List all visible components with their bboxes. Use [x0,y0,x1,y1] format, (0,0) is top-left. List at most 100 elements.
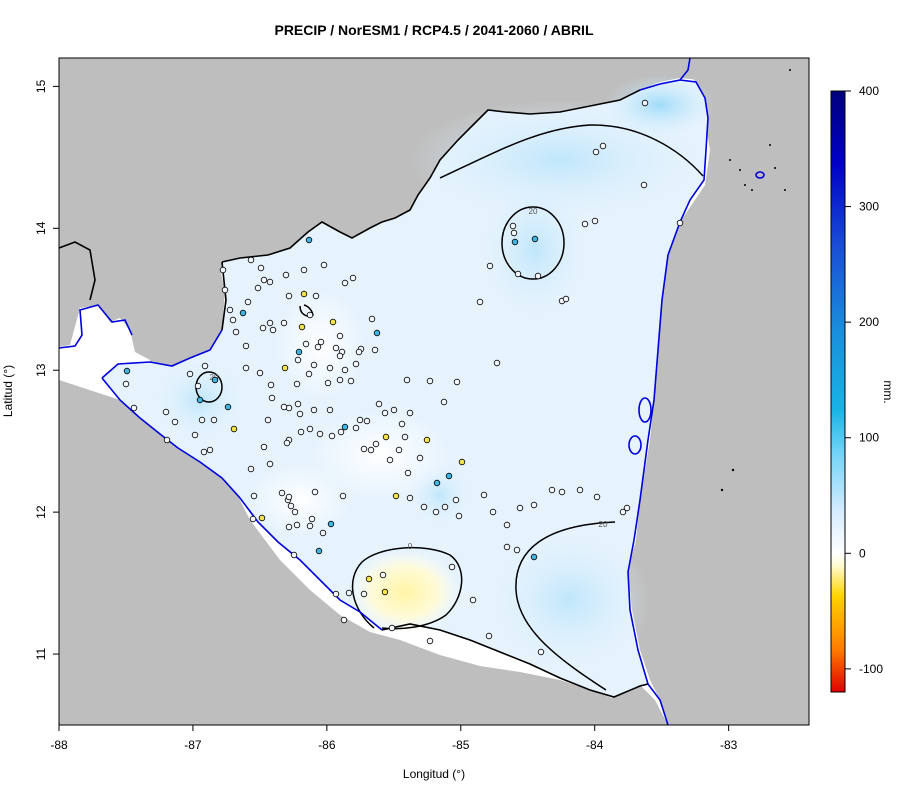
station-marker [311,488,319,496]
station-marker [336,332,344,340]
station-marker [224,403,232,411]
contour-label: 20 [529,207,538,216]
station-marker [290,551,298,559]
station-marker [316,430,324,438]
station-marker [257,264,265,272]
station-marker [266,319,274,327]
station-marker [310,406,318,414]
station-marker [406,494,414,502]
colorbar-tick-label: 0 [859,546,866,560]
x-axis-label: Longitud (°) [403,767,465,781]
y-axis: 11 12 13 14 15 [34,79,59,660]
station-marker [548,486,556,494]
colorbar-tick-label: 200 [859,315,879,329]
station-marker [201,362,209,370]
station-marker [295,348,303,356]
station-marker [406,409,414,417]
contour-label: 20 [599,520,608,529]
station-marker [239,309,247,317]
x-tick-label: -87 [184,738,202,752]
station-marker [163,436,171,444]
contour-north-east [439,124,704,179]
station-marker [256,369,264,377]
station-marker [266,460,274,468]
contour-lines [195,124,704,691]
station-marker [198,416,206,424]
station-marker [576,486,584,494]
contour-south-east [515,521,616,691]
station-marker [266,278,274,286]
station-marker [293,380,301,388]
station-marker [493,359,501,367]
x-tick-label: -86 [318,738,336,752]
station-marker [420,503,428,511]
station-marker [332,344,340,352]
station-marker [360,590,368,598]
colorbar-tick-label: 300 [859,200,879,214]
station-marker [347,377,355,385]
station-marker [258,514,266,522]
station-marker [352,360,360,368]
station-marker [122,380,130,388]
y-axis-label: Latitud (°) [1,365,15,417]
station-marker [489,508,497,516]
station-marker [280,319,288,327]
political-borders [59,89,649,698]
station-marker [676,219,684,227]
station-marker [305,370,313,378]
station-marker [191,431,199,439]
station-marker [319,529,327,537]
station-marker [392,492,400,500]
station-markers [122,99,684,656]
station-marker [244,298,252,306]
station-marker [469,596,477,604]
station-marker [592,148,600,156]
station-marker [280,403,288,411]
station-marker [254,284,262,292]
colorbar-tick-label: 100 [859,431,879,445]
station-marker [285,493,293,501]
station-marker [619,508,627,516]
station-marker [591,217,599,225]
x-tick-label: -83 [720,738,738,752]
station-marker [171,418,179,426]
station-marker [388,624,396,632]
station-marker [623,504,631,512]
station-marker [511,238,519,246]
station-marker [210,416,218,424]
station-marker [306,522,314,530]
station-marker [426,637,434,645]
station-marker [503,543,511,551]
station-marker [513,546,521,554]
station-marker [283,439,291,447]
station-marker [269,326,277,334]
station-marker [260,276,268,284]
station-marker [298,323,306,331]
x-tick-label: -88 [50,738,68,752]
station-marker [534,272,542,280]
contour-label: 0 [408,542,413,551]
station-marker [247,465,255,473]
station-marker [162,408,170,416]
station-marker [562,295,570,303]
station-marker [433,479,441,487]
neighbour-land-west [59,58,705,378]
station-marker [339,492,347,500]
y-tick-label: 11 [34,647,48,660]
colorbar: -100 0 100 200 300 400 mm. [830,84,895,693]
station-marker [242,364,250,372]
station-marker [282,271,290,279]
station-marker [441,503,449,511]
station-marker [230,425,238,433]
station-marker [426,377,434,385]
station-marker [641,99,649,107]
station-marker [291,508,299,516]
neighbour-land-south [59,380,668,725]
station-marker [516,504,524,512]
station-marker [293,521,301,529]
station-marker [503,521,511,529]
station-marker [423,436,431,444]
station-marker [375,400,383,408]
shading-blobs [155,75,715,670]
station-marker [398,420,406,428]
